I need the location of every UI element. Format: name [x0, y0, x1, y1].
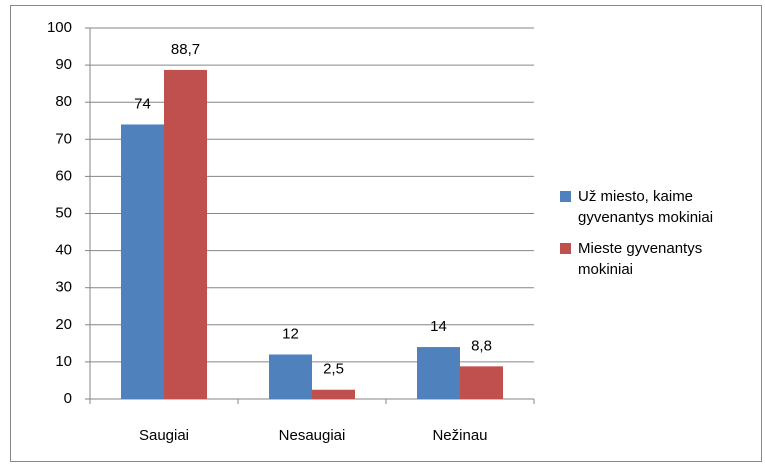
value-label: 14: [430, 318, 447, 335]
y-tick-label: 70: [55, 130, 72, 147]
y-tick-label: 80: [55, 93, 72, 110]
y-tick-label: 60: [55, 167, 72, 184]
value-label: 74: [134, 95, 151, 112]
legend-item: Mieste gyvenantys mokiniai: [560, 238, 760, 280]
y-tick-label: 10: [55, 353, 72, 370]
legend-item: Už miesto, kaime gyvenantys mokiniai: [560, 186, 760, 228]
bar: [269, 354, 312, 399]
bar: [164, 69, 207, 399]
bar: [417, 347, 460, 399]
legend-swatch: [560, 191, 571, 202]
legend-label: Mieste gyvenantys mokiniai: [578, 240, 703, 278]
bar: [460, 366, 503, 399]
x-tick-label: Nesaugiai: [279, 427, 346, 444]
y-tick-label: 0: [64, 390, 72, 407]
value-label: 8,8: [471, 337, 492, 354]
value-label: 12: [282, 325, 299, 342]
y-tick-label: 20: [55, 316, 72, 333]
x-tick-label: Saugiai: [139, 427, 189, 444]
bar: [121, 124, 164, 400]
y-tick-label: 90: [55, 56, 72, 73]
chart-border: [10, 5, 762, 462]
value-label: 2,5: [323, 361, 344, 378]
legend-label: Už miesto, kaime gyvenantys mokiniai: [578, 188, 714, 226]
legend: Už miesto, kaime gyvenantys mokiniai Mies…: [560, 186, 760, 290]
x-tick-label: Nežinau: [432, 427, 487, 444]
y-tick-label: 50: [55, 204, 72, 221]
bar: [312, 389, 355, 399]
value-label: 88,7: [171, 41, 200, 58]
y-tick-label: 30: [55, 279, 72, 296]
legend-swatch: [560, 243, 571, 254]
y-tick-label: 100: [47, 19, 72, 36]
y-tick-label: 40: [55, 242, 72, 259]
